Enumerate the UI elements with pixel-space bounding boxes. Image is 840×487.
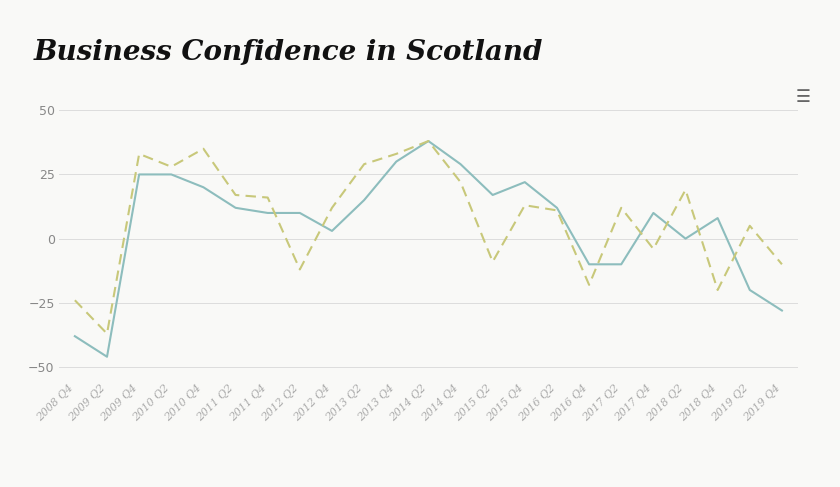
Text: Business Confidence in Scotland: Business Confidence in Scotland	[34, 39, 543, 66]
Text: ☰: ☰	[795, 89, 811, 106]
